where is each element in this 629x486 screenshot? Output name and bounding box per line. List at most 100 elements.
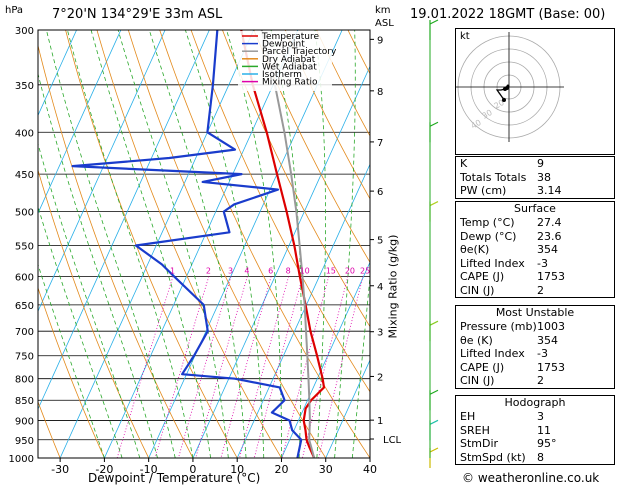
dry-adiabat-line (38, 400, 61, 458)
mixing-ratio-tick-label: 10 (300, 266, 310, 275)
row-key: Dewp (°C) (460, 229, 517, 243)
row-value: 3 (537, 410, 544, 423)
surface-row: CIN (J) 2 (456, 284, 614, 298)
row-key: Lifted Index (460, 256, 525, 270)
pressure-tick-label: 600 (15, 272, 34, 283)
wind-barb-flag (429, 121, 439, 127)
lcl-label: LCL (383, 435, 402, 446)
row-value: 2 (537, 374, 544, 387)
dry-adiabat-line (38, 44, 194, 458)
row-value: -3 (537, 256, 548, 270)
row-value: 95° (537, 437, 557, 450)
mu-row: θe (K) 354 (456, 334, 614, 348)
dry-adiabat-line (222, 30, 370, 328)
most-unstable-header: Most Unstable (495, 306, 575, 319)
hodo-ring-label: 40 (470, 118, 483, 131)
mixing-ratio-line (239, 276, 290, 458)
row-value: 1753 (537, 360, 565, 374)
wind-barb-flag (429, 201, 439, 207)
row-key: CAPE (J) (460, 270, 505, 283)
row-key: CAPE (J) (460, 360, 505, 374)
temp-tick-label: 30 (319, 463, 333, 476)
km-unit-label: km ASL (375, 4, 394, 30)
index-key: Totals Totals (460, 170, 527, 184)
surface-table: Surface Temp (°C) 27.4 Dewp (°C) 23.6 θe(K… (455, 201, 615, 298)
most-unstable-table: Most Unstable Pressure (mb) 1003 θe (K) 35… (455, 305, 615, 389)
mixing-ratio-line (116, 276, 174, 458)
mu-row: Pressure (mb) 1003 (456, 320, 614, 334)
index-key: K (460, 157, 468, 170)
row-value: 1003 (537, 320, 565, 333)
temp-tick-label: 10 (230, 463, 244, 476)
isotherm-line (192, 65, 370, 458)
index-value: 3.14 (537, 184, 562, 197)
index-row: PW (cm) 3.14 (456, 184, 614, 198)
legend-label: Isotherm (262, 70, 302, 80)
index-value: 9 (537, 157, 544, 170)
pressure-tick-label: 1000 (9, 454, 34, 465)
pressure-tick-label: 400 (15, 128, 34, 139)
temp-tick-label: -30 (51, 463, 69, 476)
temp-tick-label: 0 (189, 463, 196, 476)
mixing-ratio-line (253, 276, 303, 458)
row-value: -3 (537, 347, 548, 360)
hodo-row: SREH 11 (456, 424, 614, 438)
index-row: Totals Totals 38 (456, 171, 614, 185)
pressure-tick-label: 500 (15, 208, 34, 219)
wet-adiabat-line (67, 30, 194, 458)
mixing-ratio-line (178, 276, 232, 458)
mixing-ratio-line (318, 276, 364, 458)
mixing-ratio-line (154, 276, 210, 458)
hodo-row: EH 3 (456, 410, 614, 424)
row-key: Temp (°C) (460, 216, 515, 229)
row-key: EH (460, 410, 476, 423)
mixing-ratio-tick-label: 1 (170, 266, 175, 275)
row-key: CIN (J) (460, 374, 495, 387)
row-key: θe(K) (460, 243, 490, 256)
wet-adiabat-line (185, 30, 265, 458)
mu-row: Lifted Index -3 (456, 347, 614, 361)
wet-adiabat-line (90, 30, 212, 458)
pressure-tick-label: 300 (15, 26, 34, 37)
km-unit-text: km ASL (375, 5, 394, 29)
pressure-tick-label: 850 (15, 396, 34, 407)
mixing-ratio-tick-label: 15 (326, 266, 336, 275)
wet-adiabat-line (38, 205, 123, 458)
dry-adiabat-line (190, 30, 370, 393)
wet-adiabat-line (38, 142, 141, 458)
hodo-row: StmSpd (kt) 8 (456, 451, 614, 465)
temp-tick-label: 20 (274, 463, 288, 476)
wet-adiabat-line (351, 272, 370, 458)
index-value: 38 (537, 170, 551, 184)
isotherm-line (281, 261, 370, 458)
legend-label: Wet Adiabat (262, 62, 317, 72)
km-tick-label: 4 (377, 282, 383, 293)
row-value: 354 (537, 243, 558, 256)
legend-label: Temperature (261, 32, 319, 42)
wet-adiabat-line (226, 30, 282, 458)
dry-adiabat-line (284, 30, 370, 200)
wind-barb-flag (429, 419, 439, 425)
km-tick-label: 9 (377, 35, 383, 46)
km-tick-label: 3 (377, 328, 383, 339)
dry-adiabat-line (127, 30, 327, 458)
isotherm-line (104, 30, 299, 458)
x-axis-label: Dewpoint / Temperature (°C) (88, 471, 261, 485)
hodograph-table: Hodograph EH 3 SREH 11 StmDir 95° StmSpd (k… (455, 395, 615, 465)
wet-adiabat-line (117, 30, 229, 458)
hodo-row: StmDir 95° (456, 437, 614, 451)
km-tick-label: 5 (377, 236, 383, 247)
pressure-tick-label: 950 (15, 436, 34, 447)
mu-row: CIN (J) 2 (456, 374, 614, 388)
wet-adiabat-line (270, 30, 302, 458)
pressure-tick-label: 450 (15, 170, 34, 181)
series-temperature (240, 30, 326, 458)
mixing-ratio-axis-label: Mixing Ratio (g/kg) (386, 234, 400, 339)
location-title: 7°20'N 134°29'E 33m ASL (52, 7, 223, 22)
km-tick-label: 1 (377, 416, 383, 427)
row-key: SREH (460, 423, 490, 437)
pressure-tick-label: 550 (15, 241, 34, 252)
isotherm-line (38, 30, 122, 215)
surface-header: Surface (514, 202, 556, 215)
